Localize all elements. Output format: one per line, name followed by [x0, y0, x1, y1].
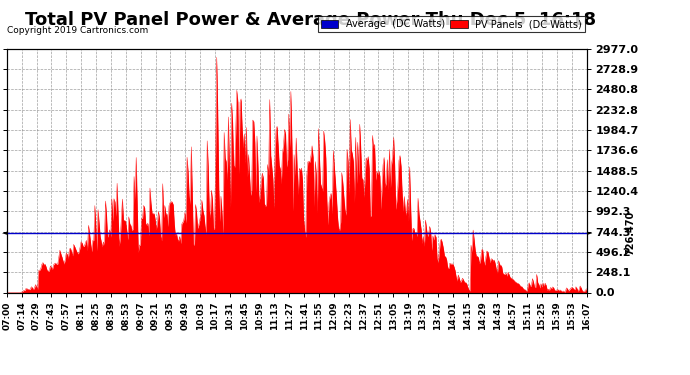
Text: Total PV Panel Power & Average Power Thu Dec 5  16:18: Total PV Panel Power & Average Power Thu…	[25, 11, 596, 29]
Text: Copyright 2019 Cartronics.com: Copyright 2019 Cartronics.com	[7, 26, 148, 35]
Legend: Average  (DC Watts), PV Panels  (DC Watts): Average (DC Watts), PV Panels (DC Watts)	[318, 16, 585, 32]
Text: 726.470: 726.470	[625, 211, 635, 255]
Text: ◄: ◄	[1, 230, 7, 236]
Text: ►: ►	[586, 230, 592, 236]
